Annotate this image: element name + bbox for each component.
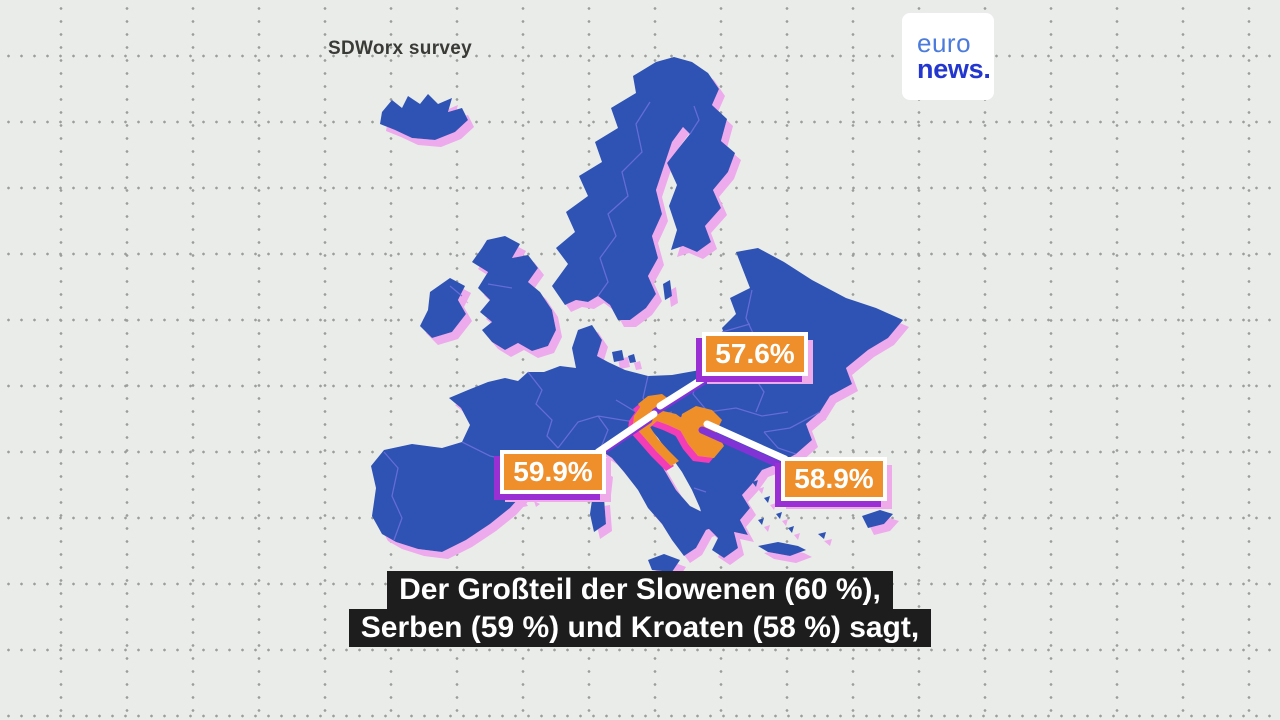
callout-line-serbia (703, 420, 789, 463)
callout-label-croatia: 57.6% (702, 332, 808, 376)
subtitle-line-1: Der Großteil der Slowenen (60 %), (0, 571, 1280, 609)
callout-line-slovenia (594, 410, 658, 456)
scandinavia (552, 57, 735, 320)
iceland (380, 94, 468, 140)
great-britain (472, 236, 556, 351)
subtitle-block: Der Großteil der Slowenen (60 %), Serben … (0, 571, 1280, 647)
callout-label-slovenia: 59.9% (500, 450, 606, 494)
callout-label-serbia: 58.9% (781, 457, 887, 501)
callout-value-slovenia: 59.9% (513, 456, 593, 487)
survey-source-label: SDWorx survey (328, 38, 472, 59)
callout-value-serbia: 58.9% (794, 463, 874, 494)
logo-text-euro: euro (917, 28, 972, 58)
euronews-logo: euro news. (902, 13, 994, 100)
ireland (420, 278, 466, 338)
subtitle-line-2: Serben (59 %) und Kroaten (58 %) sagt, (0, 609, 1280, 647)
callout-lines (594, 369, 789, 463)
logo-text-news: news. (917, 54, 991, 84)
callout-value-croatia: 57.6% (715, 338, 795, 369)
callout-line-croatia (656, 369, 716, 410)
